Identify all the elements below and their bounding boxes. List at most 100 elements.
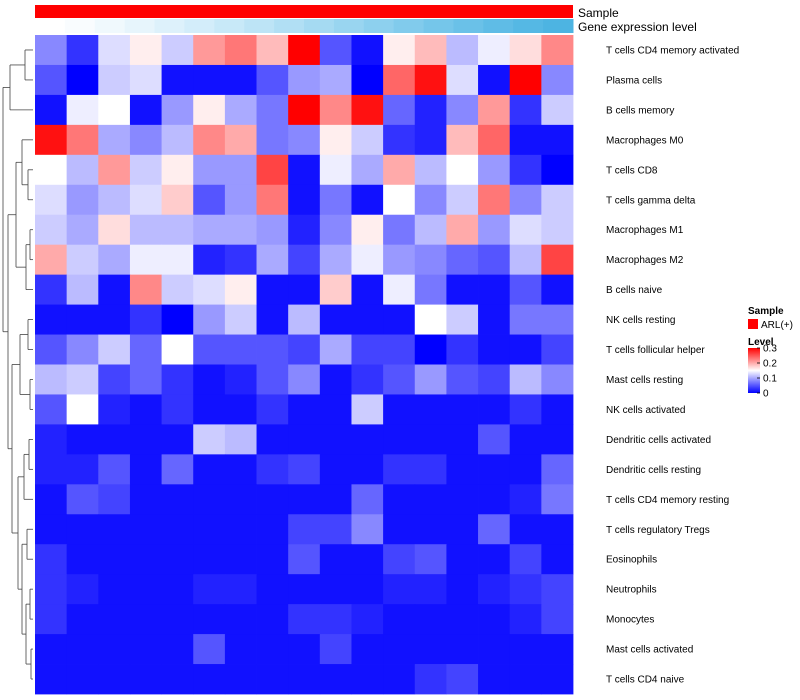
heatmap-cell [319,64,352,96]
heatmap-cell [98,35,131,66]
heatmap-cell [161,214,194,246]
heatmap-cell [224,184,257,216]
heatmap-cell [446,364,479,395]
heatmap-cell [98,124,131,156]
heatmap-cell [193,544,226,575]
heatmap-cell [414,274,447,305]
heatmap-cell [319,304,352,335]
heatmap-cell [446,514,479,545]
heatmap-cell [288,664,321,695]
heatmap-cell [319,574,352,605]
heatmap-cell [383,304,416,335]
heatmap-cell [414,424,447,455]
heatmap-cell [129,64,162,96]
annotation-gene-cell [94,19,126,33]
annotation-gene-cell [483,19,514,33]
heatmap-cell [256,94,289,126]
heatmap-cell [509,574,542,605]
heatmap-cell [161,544,194,575]
row-label: Dendritic cells activated [606,435,711,446]
heatmap-cell [256,394,289,425]
heatmap-cell [383,454,416,485]
heatmap-cell [224,364,257,395]
heatmap-cell [351,35,384,66]
row-label: T cells CD4 memory resting [606,495,729,506]
heatmap-cell [256,64,289,96]
legend-tick-label: 0.3 [763,344,777,355]
heatmap-cell [193,514,226,545]
row-label: B cells memory [606,105,674,116]
heatmap-cell [414,184,447,216]
annotation-label-gene-expression: Gene expression level [578,20,697,34]
heatmap-cell [256,514,289,545]
heatmap-cell [509,334,542,365]
heatmap-cell [414,35,447,66]
heatmap-cell [66,544,99,575]
heatmap-cell [509,214,542,246]
heatmap-cell [129,304,162,335]
row-label: Dendritic cells resting [606,465,701,476]
heatmap-cell [446,274,479,305]
heatmap-cell [319,514,352,545]
heatmap-cell [319,394,352,425]
heatmap-cell [446,184,479,216]
heatmap-cell [161,664,194,695]
heatmap-cell [35,514,68,545]
heatmap-cell [161,514,194,545]
heatmap-cell [478,214,511,246]
heatmap-cell [129,604,162,635]
heatmap-cell [129,364,162,395]
legend-level-ticks: 0.3 0.2 0.1 0 [757,344,777,400]
heatmap-cell [383,484,416,515]
heatmap-cell [256,364,289,395]
heatmap-cell [66,94,99,126]
heatmap-cell [256,424,289,455]
heatmap-cell [288,454,321,485]
heatmap-cell [129,244,162,276]
heatmap-cell [98,304,131,335]
annotation-gene-cell [64,19,96,33]
heatmap-cell [66,334,99,365]
heatmap-cell [224,394,257,425]
heatmap-cell [541,214,574,246]
heatmap-cell [98,604,131,635]
heatmap-cell [98,274,131,305]
heatmap-cell [35,35,68,66]
heatmap-cell [351,664,384,695]
heatmap-cell [161,634,194,665]
heatmap-cell [383,394,416,425]
heatmap-cell [224,214,257,246]
heatmap-cell [256,304,289,335]
heatmap-cell [541,124,574,156]
heatmap-cell [319,634,352,665]
heatmap-cell [256,334,289,365]
heatmap-cell [224,514,257,545]
heatmap-cell [35,334,68,365]
heatmap-cell [193,94,226,126]
legend-tick-label: 0 [763,389,769,400]
heatmap-cell [351,424,384,455]
heatmap-cell [351,604,384,635]
heatmap-cell [66,304,99,335]
heatmap-cell [288,214,321,246]
heatmap-cell [383,334,416,365]
heatmap-cell [351,124,384,156]
annotation-gene-cell [513,19,544,33]
heatmap-cell [414,64,447,96]
heatmap-cell [98,214,131,246]
heatmap-cell [66,274,99,305]
heatmap-cell [129,514,162,545]
heatmap-cell [161,454,194,485]
heatmap-cell [224,274,257,305]
heatmap-cell [66,574,99,605]
heatmap-cell [446,94,479,126]
heatmap-cell [383,514,416,545]
heatmap-cell [224,304,257,335]
row-label: T cells CD4 memory activated [606,45,739,56]
heatmap-cell [193,184,226,216]
heatmap-cell [129,214,162,246]
annotation-gene-cell [35,19,66,33]
heatmap-cell [256,574,289,605]
heatmap-cell [193,424,226,455]
heatmap-cell [478,274,511,305]
